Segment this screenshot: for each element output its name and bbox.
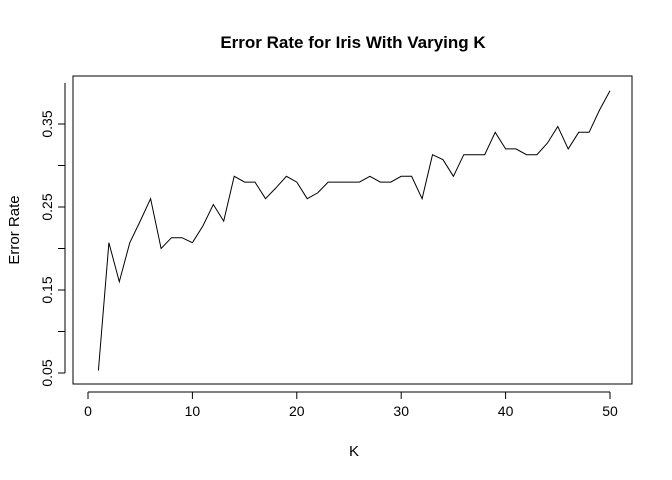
x-tick-label: 30 xyxy=(393,403,409,419)
y-axis: 0.05 0.15 0.25 0.35 xyxy=(39,83,66,387)
x-tick-label: 40 xyxy=(498,403,514,419)
y-tick-label: 0.25 xyxy=(39,193,55,220)
x-axis: 0 10 20 30 40 50 xyxy=(84,391,618,419)
y-axis-label: Error Rate xyxy=(6,195,23,264)
x-axis-label: K xyxy=(349,443,359,460)
plot-frame xyxy=(72,75,633,385)
x-tick-label: 20 xyxy=(289,403,305,419)
error-rate-line xyxy=(97,90,611,371)
x-tick-label: 10 xyxy=(185,403,201,419)
chart-title: Error Rate for Iris With Varying K xyxy=(220,33,486,52)
y-tick-label: 0.35 xyxy=(39,110,55,137)
x-tick-label: 0 xyxy=(84,403,92,419)
y-tick-label: 0.05 xyxy=(39,359,55,386)
y-tick-label: 0.15 xyxy=(39,276,55,303)
data-points xyxy=(97,89,612,372)
x-tick-label: 50 xyxy=(602,403,618,419)
